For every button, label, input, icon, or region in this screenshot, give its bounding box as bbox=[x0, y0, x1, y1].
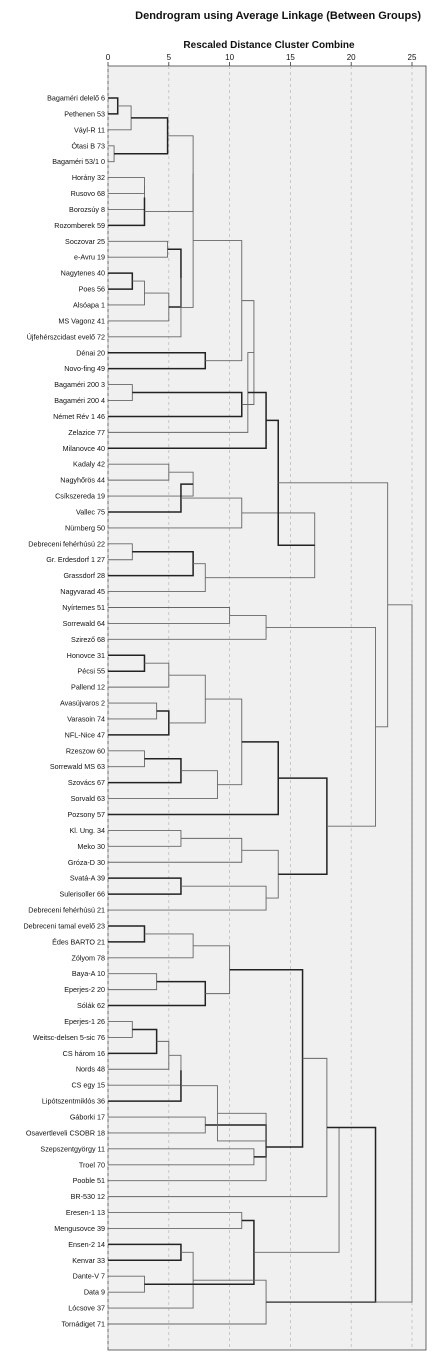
leaf-label: Troel 70 bbox=[79, 1160, 105, 1169]
leaf-label: Nagyvarad 45 bbox=[60, 587, 105, 596]
leaf-label: Mengusovce 39 bbox=[54, 1224, 105, 1233]
leaf-label: Meko 30 bbox=[77, 842, 105, 851]
leaf-label: Nyírtemes 51 bbox=[62, 603, 105, 612]
leaf-label: Osavertleveli CSOBR 18 bbox=[26, 1128, 105, 1137]
leaf-label: CS három 16 bbox=[63, 1049, 105, 1058]
leaf-label: Pallend 12 bbox=[71, 683, 105, 692]
leaf-label: Eperjes-1 26 bbox=[64, 1017, 105, 1026]
leaf-label: Szirező 68 bbox=[71, 635, 105, 644]
leaf-label: Pooble 51 bbox=[73, 1176, 105, 1185]
leaf-label: Lócsove 37 bbox=[68, 1304, 105, 1313]
merge-link bbox=[108, 197, 146, 227]
leaf-label: NFL-Nice 47 bbox=[65, 730, 105, 739]
x-tick-label: 15 bbox=[286, 53, 295, 62]
leaf-label: Rzeszow 60 bbox=[66, 746, 105, 755]
x-tick-label: 0 bbox=[106, 53, 111, 62]
merge-link bbox=[108, 177, 145, 194]
leaf-label: Horány 32 bbox=[72, 173, 105, 182]
leaf-label: Rozomberek 59 bbox=[54, 221, 105, 230]
leaf-label: Kadaly 42 bbox=[73, 460, 105, 469]
leaf-label: Újfehérszcidast evelő 72 bbox=[27, 332, 105, 341]
leaf-label: Data 9 bbox=[84, 1288, 105, 1297]
leaf-label: Rusovo 68 bbox=[71, 189, 105, 198]
leaf-label: Novo-fing 49 bbox=[64, 364, 105, 373]
leaf-label: Borozsúy 8 bbox=[69, 205, 105, 214]
leaf-label: Szepszentgyörgy 11 bbox=[40, 1144, 105, 1153]
leaf-label: Alsóapa 1 bbox=[73, 300, 105, 309]
leaf-label: Csíkszereda 19 bbox=[55, 492, 105, 501]
leaf-label: Milanovce 40 bbox=[63, 444, 105, 453]
leaf-label: Pethenen 53 bbox=[64, 109, 105, 118]
leaf-label: Nagytenes 40 bbox=[61, 269, 105, 278]
leaf-label: Zólyom 78 bbox=[71, 953, 105, 962]
leaf-label: Bagaméri 200 4 bbox=[54, 396, 105, 405]
leaf-label: Pécsi 55 bbox=[77, 667, 105, 676]
chart-title: Dendrogram using Average Linkage (Betwee… bbox=[135, 10, 421, 22]
leaf-label: e-Avru 19 bbox=[74, 253, 105, 262]
leaf-label: Bagaméri delelő 6 bbox=[47, 94, 105, 103]
leaf-label: Eresen-1 13 bbox=[66, 1208, 105, 1217]
leaf-label: MS Vagonz 41 bbox=[58, 316, 105, 325]
x-axis-label: Rescaled Distance Cluster Combine bbox=[183, 40, 355, 51]
leaf-label: Weitsc-delsen 5-sic 76 bbox=[33, 1033, 105, 1042]
plot-area bbox=[107, 65, 427, 1351]
merge-link bbox=[180, 173, 194, 308]
x-tick-label: 10 bbox=[225, 53, 234, 62]
leaf-label: Pozsony 57 bbox=[67, 810, 105, 819]
leaf-label: Svatá-A 39 bbox=[70, 874, 105, 883]
leaf-label: Váyl-R 11 bbox=[74, 125, 105, 134]
merge-link bbox=[266, 604, 413, 1303]
x-tick-label: 5 bbox=[167, 53, 172, 62]
leaf-label: Varasoin 74 bbox=[67, 714, 105, 723]
leaf-label: Debreceni fehérhúsú 22 bbox=[28, 539, 105, 548]
leaf-label: Gr. Erdesdorf 1 27 bbox=[46, 555, 105, 564]
leaf-label: Grassdorf 28 bbox=[63, 571, 105, 580]
leaf-label: Dénai 20 bbox=[76, 348, 105, 357]
leaf-label: Soczovar 25 bbox=[65, 237, 105, 246]
leaf-label: Bagaméri 53/1 0 bbox=[52, 157, 105, 166]
leaf-label: Nagyhőrös 44 bbox=[60, 476, 105, 485]
leaf-label: Zelazice 77 bbox=[68, 428, 105, 437]
leaf-label: Gáborki 17 bbox=[70, 1113, 105, 1122]
leaf-label: Kenvar 33 bbox=[72, 1256, 105, 1265]
leaf-label: Édes BARTO 21 bbox=[52, 937, 105, 946]
leaf-label: Vallec 75 bbox=[76, 507, 105, 516]
leaf-label: Sorvald 63 bbox=[71, 794, 105, 803]
leaf-label: BR-530 12 bbox=[71, 1192, 105, 1201]
leaf-label: Ensen-2 14 bbox=[68, 1240, 105, 1249]
leaf-label: Lipótszentmiklós 36 bbox=[42, 1097, 105, 1106]
leaf-label: Szovács 67 bbox=[68, 778, 105, 787]
leaf-label: Debreceni fehérhúsú 21 bbox=[28, 906, 105, 915]
leaf-label: Német Rév 1 46 bbox=[53, 412, 105, 421]
leaf-label: Sorrewald 64 bbox=[63, 619, 105, 628]
leaf-label: Tornádiget 71 bbox=[61, 1320, 105, 1329]
leaf-label: Bagaméri 200 3 bbox=[54, 380, 105, 389]
leaf-label: Nords 48 bbox=[76, 1065, 105, 1074]
leaf-label: Sólák 62 bbox=[77, 1001, 105, 1010]
merge-link bbox=[108, 1070, 182, 1102]
x-tick-label: 20 bbox=[347, 53, 356, 62]
leaf-label: Dante-V 7 bbox=[73, 1272, 105, 1281]
leaf-label: Debreceni tamal evelő 23 bbox=[23, 921, 105, 930]
leaf-label: CS egy 15 bbox=[71, 1081, 105, 1090]
merge-link bbox=[108, 1054, 182, 1086]
leaf-label: Avasújvaros 2 bbox=[60, 699, 105, 708]
leaf-label: Poes 56 bbox=[79, 285, 105, 294]
leaf-label: Sulerisoller 66 bbox=[59, 890, 105, 899]
leaf-label: Eperjes-2 20 bbox=[64, 985, 105, 994]
leaf-label: Nürnberg 50 bbox=[65, 523, 105, 532]
leaf-label: Baya-A 10 bbox=[72, 969, 105, 978]
leaf-label: Ótasi B 73 bbox=[71, 141, 105, 150]
leaf-label: Gróza-D 30 bbox=[68, 858, 105, 867]
leaf-label: Kl. Ung. 34 bbox=[69, 826, 105, 835]
leaf-label: Sorrewald MS 63 bbox=[50, 762, 105, 771]
x-tick-label: 25 bbox=[408, 53, 417, 62]
leaf-label: Honovce 31 bbox=[67, 651, 105, 660]
merge-link bbox=[108, 278, 182, 338]
